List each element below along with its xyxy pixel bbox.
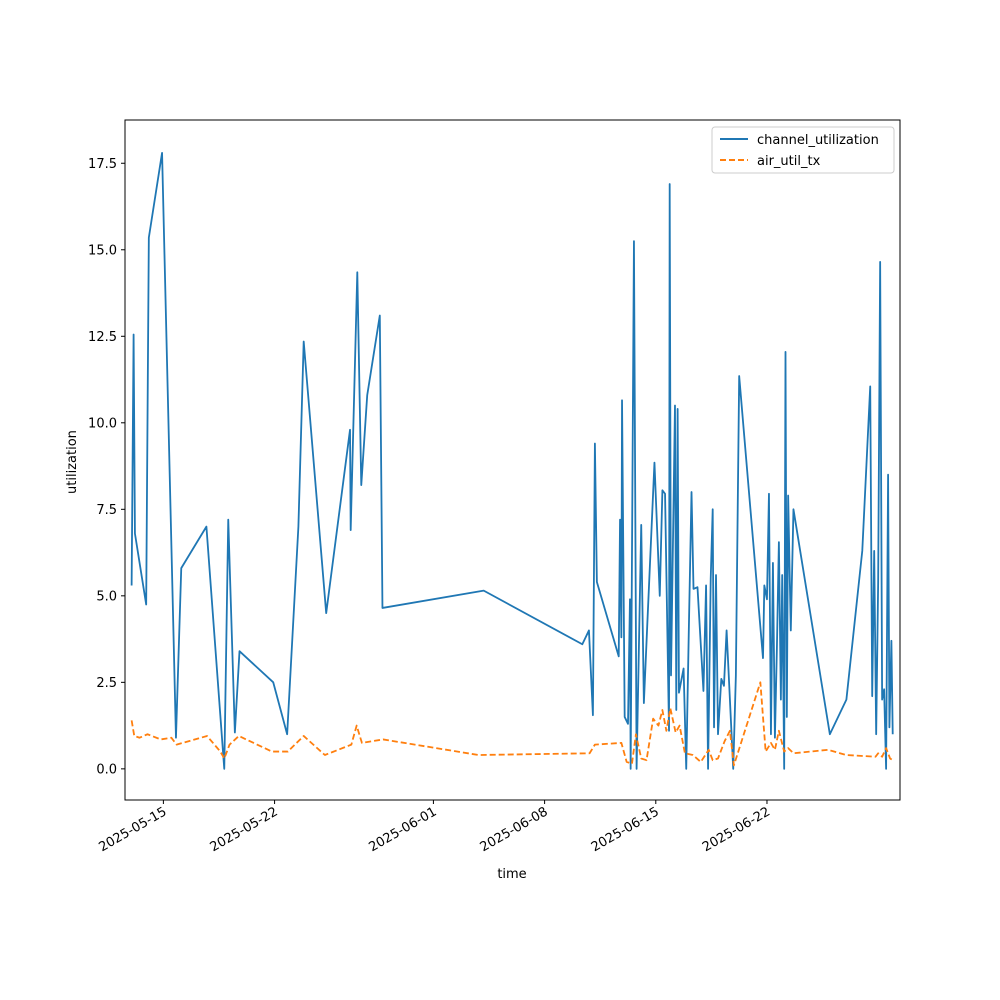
legend-label-air-util-tx: air_util_tx — [757, 154, 821, 169]
y-axis-label: utilization — [65, 430, 80, 494]
x-axis-label: time — [497, 867, 526, 882]
y-tick-label: 0.0 — [96, 762, 117, 777]
legend-label-channel-utilization: channel_utilization — [757, 133, 879, 148]
y-tick-label: 5.0 — [96, 589, 117, 604]
legend: channel_utilization air_util_tx — [712, 127, 894, 173]
y-tick-label: 12.5 — [88, 330, 117, 345]
y-tick-label: 17.5 — [88, 157, 117, 172]
y-tick-label: 10.0 — [88, 416, 117, 431]
y-tick-label: 7.5 — [96, 503, 117, 518]
y-tick-label: 15.0 — [88, 243, 117, 258]
y-tick-label: 2.5 — [96, 676, 117, 691]
